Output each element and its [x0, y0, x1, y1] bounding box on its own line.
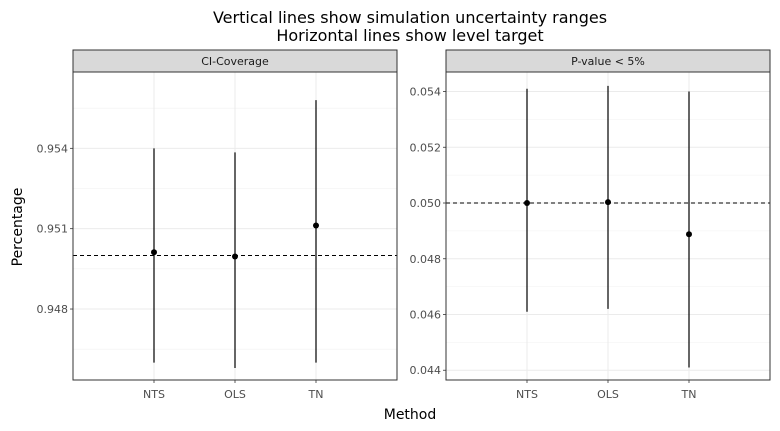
- x-tick-label: NTS: [516, 388, 538, 401]
- estimate-point: [605, 199, 611, 206]
- chart-title-line2: Horizontal lines show level target: [276, 26, 543, 45]
- x-tick-label: TN: [681, 388, 697, 401]
- panel-border: [445, 71, 771, 381]
- y-tick-label: 0.954: [37, 142, 69, 155]
- estimate-point: [151, 249, 157, 256]
- y-axis-title: Percentage: [10, 188, 26, 267]
- estimate-point: [686, 231, 692, 238]
- x-tick-label: TN: [308, 388, 324, 401]
- facet-strip-label: CI-Coverage: [201, 55, 269, 68]
- y-tick-label: 0.054: [410, 86, 442, 99]
- y-tick-label: 0.948: [37, 303, 69, 316]
- x-axis-title: Method: [384, 407, 437, 423]
- y-tick-label: 0.951: [37, 223, 69, 236]
- y-tick-label: 0.046: [410, 308, 442, 321]
- estimate-point: [524, 200, 530, 207]
- y-tick-label: 0.044: [410, 364, 442, 377]
- y-tick-label: 0.048: [410, 253, 442, 266]
- panel-border: [72, 71, 398, 381]
- estimate-point: [232, 253, 238, 260]
- x-tick-label: OLS: [597, 388, 619, 401]
- facet-panel: CI-Coverage 0.948 0.951 0.954 NTS OLS TN: [37, 49, 398, 401]
- x-tick-label: OLS: [224, 388, 246, 401]
- chart-title-line1: Vertical lines show simulation uncertain…: [213, 8, 607, 27]
- x-tick-label: NTS: [143, 388, 165, 401]
- facet-strip-label: P-value < 5%: [571, 55, 645, 68]
- estimate-point: [313, 222, 319, 229]
- y-tick-label: 0.050: [410, 197, 442, 210]
- y-tick-label: 0.052: [410, 141, 442, 154]
- facet-panel: P-value < 5% 0.044 0.046 0.048 0.050 0.052 0.0…: [410, 49, 771, 401]
